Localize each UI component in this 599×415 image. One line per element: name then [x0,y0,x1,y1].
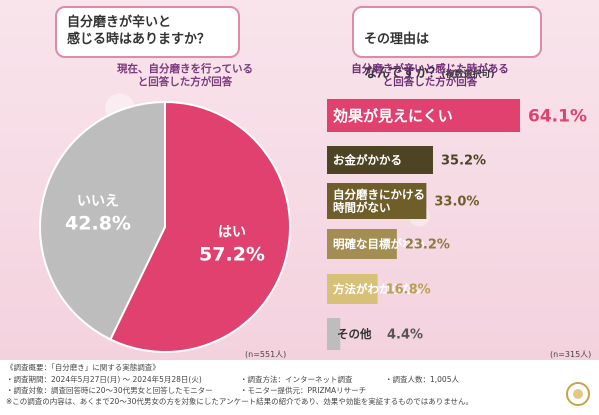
bar [327,99,520,132]
bar-category-label: 時間がない [333,201,391,215]
bar-category-label: お金がかかる [333,153,402,167]
bar [327,229,397,259]
footer-provider: ・モニター提供元：PRIZMAリサーチ [240,386,367,395]
right-question-text: その理由は なんですか？(複数選択可) [364,14,534,84]
bar-category-label: 明確な目標がない [333,237,425,251]
left-question-card: 自分磨きが辛いと 感じる時はありますか？ [55,6,240,58]
right-question-line2: なんですか？ [364,66,442,81]
left-question-note: 現在、自分磨きを行っている と回答した方が回答 [117,63,253,88]
bar [327,274,378,304]
footer-target: ・調査対象：調査回答時に20〜30代男女と回答したモニター [6,386,213,395]
right-question-line1: その理由は [364,32,430,47]
pie-chart: はい 57.2% いいえ 42.8% [39,100,291,353]
footer: 《調査概要：「自分磨き」に関する実態調査》 ・調査期間：2024年5月27日(月… [0,360,599,415]
right-question-card: その理由は なんですか？(複数選択可) [352,6,542,81]
bar-category-label: 効果が見えにくい [333,107,453,125]
pie-slice-value: 42.8% [65,213,131,235]
right-n-label: (n=315人) [550,350,592,359]
footer-disclaimer: ※この調査の内容は、あくまで20〜30代男女の方を対象にしたアンケート結果の紹介… [6,397,473,406]
left-question-text: 自分磨きが辛いと 感じる時はありますか？ [67,15,211,47]
pie-slice [39,100,166,341]
bar-category-label: 方法がわからない [333,282,425,296]
logo-seal-icon [566,382,590,406]
right-question-multi-note: (複数選択可) [441,70,495,80]
charts-canvas: はい 57.2% いいえ 42.8% 効果が見えにくい 64.1% お金がかかる 35.2%… [39,99,587,353]
bar-category-label: その他 [337,327,372,341]
pie-slice [109,100,291,353]
pie-slice-value: 57.2% [199,243,265,265]
footer-period: ・調査期間：2024年5月27日(月) 〜 2024年5月28日(火) [6,375,202,384]
bar-value-label: 4.4% [387,328,423,343]
bar-value-label: 33.0% [434,195,479,210]
bar-category-label: 自分磨きにかける [333,188,425,202]
bar [327,183,427,219]
footer-overview: 《調査概要：「自分磨き」に関する実態調査》 [6,363,160,372]
bar [327,146,433,174]
bar-value-label: 23.2% [405,238,450,253]
footer-count: ・調査人数：1,005人 [385,375,459,384]
right-question-note: 自分磨きが辛いと感じた時がある と回答した方が回答 [351,63,509,88]
bar-value-label: 35.2% [441,154,486,169]
bar-value-label: 16.8% [386,283,431,298]
pie-slice-label: はい [218,224,246,240]
left-n-label: (n=551人) [245,350,287,359]
pie-slice-label: いいえ [77,194,119,210]
footer-method: ・調査方法：インターネット調査 [240,375,353,384]
bar-value-label: 64.1% [528,107,587,127]
bar [327,318,341,350]
